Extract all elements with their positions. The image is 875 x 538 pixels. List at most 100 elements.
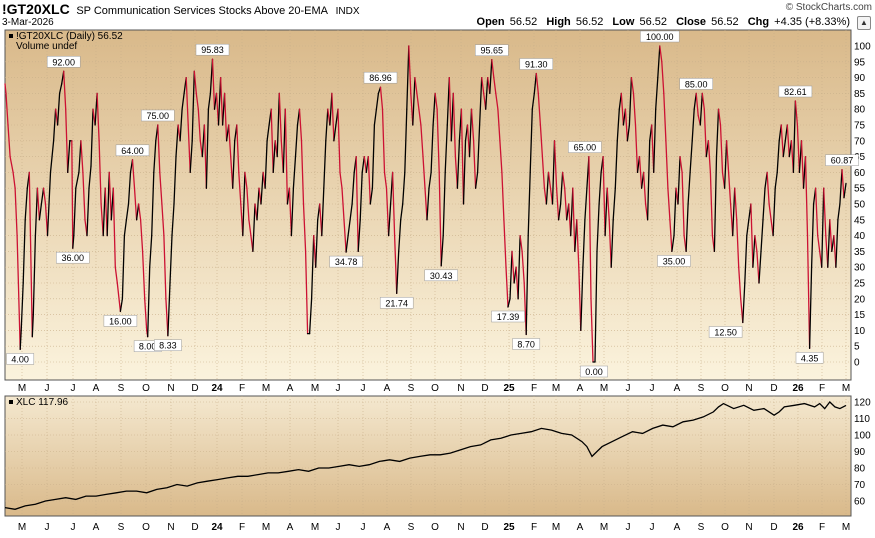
series-segment xyxy=(42,187,47,205)
series-segment xyxy=(630,76,635,95)
series-segment xyxy=(310,234,315,300)
series-segment xyxy=(367,155,371,205)
series-segment xyxy=(657,45,661,79)
series-segment xyxy=(531,92,535,110)
y-tick-label: 50 xyxy=(854,200,866,211)
low-label: Low xyxy=(612,16,635,28)
series-segment xyxy=(638,155,643,189)
annotation-label: 75.00 xyxy=(147,111,170,121)
annotation-box xyxy=(6,353,35,365)
series-segment xyxy=(582,219,586,268)
series-segment xyxy=(742,282,746,324)
annotation-label: 12.50 xyxy=(714,328,737,338)
series-segment xyxy=(290,187,295,237)
x-tick-label: A xyxy=(287,522,294,533)
annotation-label: 8.33 xyxy=(159,341,177,351)
y-tick-label: 120 xyxy=(854,398,871,409)
series-segment xyxy=(270,108,274,174)
series-segment xyxy=(511,250,515,284)
y-tick-label: 15 xyxy=(854,310,866,321)
series-segment xyxy=(408,45,412,95)
exchange-label: INDX xyxy=(335,6,360,17)
series-segment xyxy=(663,92,667,142)
series-segment xyxy=(434,92,438,110)
series-segment xyxy=(28,171,33,338)
series-segment xyxy=(829,219,833,253)
series-segment xyxy=(561,171,566,189)
series-segment xyxy=(46,171,52,237)
series-segment xyxy=(539,124,544,158)
x-tick-label: J xyxy=(45,383,50,394)
annotation-box xyxy=(708,326,743,338)
series-segment xyxy=(90,108,94,167)
series-segment xyxy=(796,124,801,174)
x-tick-label: N xyxy=(167,522,174,533)
series-segment xyxy=(82,171,86,221)
series-segment xyxy=(151,171,155,237)
series-segment xyxy=(86,187,90,237)
x-tick-label: J xyxy=(626,383,631,394)
series-segment xyxy=(402,171,406,205)
x-tick-label: M xyxy=(18,383,26,394)
series-segment xyxy=(432,92,436,126)
series-segment xyxy=(351,171,355,205)
y-tick-label: 0 xyxy=(854,358,860,369)
series-segment xyxy=(300,140,305,205)
series-segment xyxy=(590,298,594,363)
series-segment xyxy=(709,171,714,237)
series-segment xyxy=(345,234,349,253)
series-segment xyxy=(468,108,473,158)
series-segment xyxy=(786,124,790,158)
series-segment xyxy=(620,92,625,126)
x-tick-label: A xyxy=(674,383,681,394)
x-tick-label: 25 xyxy=(503,383,515,394)
series-segment xyxy=(732,187,736,237)
series-segment xyxy=(456,140,461,189)
x-tick-label: M xyxy=(552,522,560,533)
series-segment xyxy=(555,187,560,221)
high-label: High xyxy=(546,16,571,28)
series-segment xyxy=(217,76,222,126)
series-segment xyxy=(418,108,422,126)
series-segment xyxy=(211,58,216,110)
series-segment xyxy=(108,171,112,221)
x-tick-label: M xyxy=(552,383,560,394)
series-segment xyxy=(116,282,122,313)
series-segment xyxy=(493,76,497,95)
chevron-up-icon[interactable]: ▲ xyxy=(857,16,871,30)
series-segment xyxy=(302,203,307,253)
series-segment xyxy=(157,124,161,174)
x-tick-label: F xyxy=(239,522,245,533)
annotation-box xyxy=(640,30,680,43)
y-tick-label: 40 xyxy=(854,231,866,242)
series-segment xyxy=(24,187,28,221)
main-panel: 0 5 10 15 20 25 30 35 40 45 50 55 60 65 70 75 80 85 90 95 10… xyxy=(4,29,871,394)
lower-panel: M J J A S O N D 24 F M A M J J A S O N D 25 F M A M J J A S O N D 26 F M 60… xyxy=(4,395,871,533)
x-tick-label: D xyxy=(770,522,777,533)
series-segment xyxy=(800,140,805,189)
series-segment xyxy=(137,203,142,221)
series-segment xyxy=(642,171,647,205)
series-segment xyxy=(806,234,811,349)
lower-panel-bg xyxy=(4,395,852,517)
x-tick-label: A xyxy=(93,383,100,394)
series-segment xyxy=(163,234,167,300)
x-tick-label: N xyxy=(457,522,464,533)
series-segment xyxy=(632,92,637,126)
series-segment xyxy=(519,234,523,253)
x-tick-label: M xyxy=(311,522,319,533)
series-segment xyxy=(135,203,140,221)
series-segment xyxy=(671,234,675,253)
series-segment xyxy=(420,124,424,158)
series-segment xyxy=(114,266,118,284)
x-tick-label: A xyxy=(577,522,584,533)
series-segment xyxy=(193,70,197,95)
x-tick-label: F xyxy=(819,383,825,394)
chg-label: Chg xyxy=(747,16,770,28)
x-tick-label: 25 xyxy=(503,522,515,533)
x-tick-label: F xyxy=(531,383,537,394)
series-segment xyxy=(191,70,195,142)
annotation-box xyxy=(512,338,541,350)
annotation-label: 36.00 xyxy=(62,253,85,263)
series-segment xyxy=(223,92,228,142)
